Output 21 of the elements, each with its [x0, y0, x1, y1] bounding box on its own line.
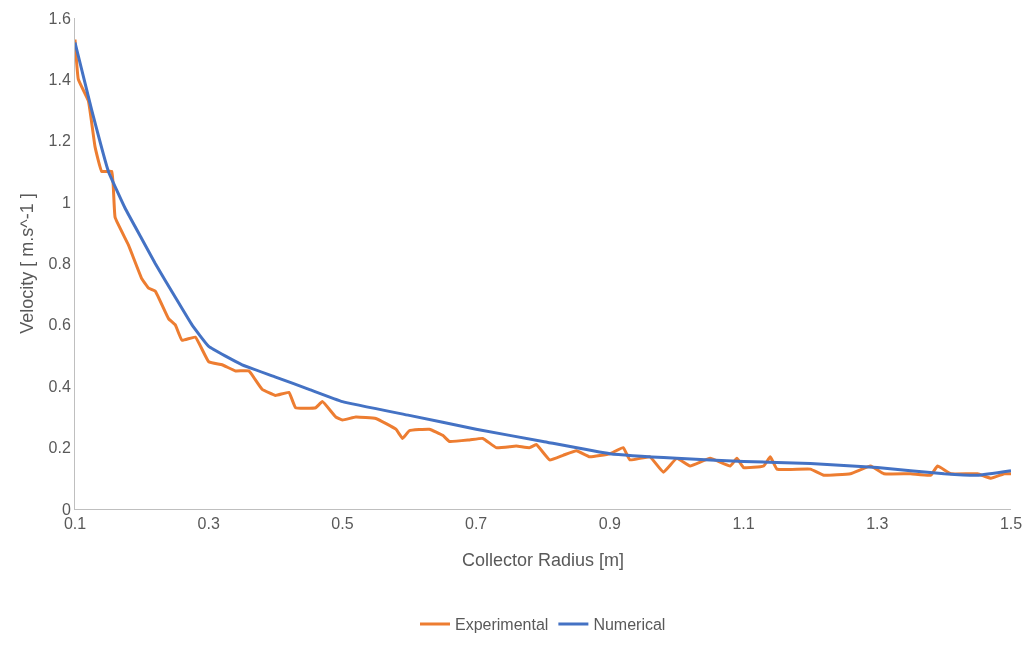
- x-tick-label: 0.3: [197, 515, 220, 533]
- x-tick-label: 0.7: [465, 515, 488, 533]
- x-tick-label: 1.3: [866, 515, 889, 533]
- y-tick-label: 1: [61, 193, 71, 211]
- y-tick-label: 1.6: [48, 9, 71, 27]
- y-axis-title: Velocity [ m.s^-1 ]: [16, 193, 37, 334]
- y-tick-label: 0.4: [48, 377, 71, 395]
- y-tick-label: 1.2: [48, 132, 71, 150]
- y-tick-label: 0.6: [48, 316, 71, 334]
- legend-label: Numerical: [593, 616, 666, 634]
- y-tick-label: 0.8: [48, 255, 71, 273]
- y-tick-label: 0.2: [48, 439, 71, 457]
- x-tick-label: 0.9: [598, 515, 622, 533]
- x-tick-label: 1.1: [732, 515, 755, 533]
- x-tick-label: 1.5: [999, 515, 1023, 533]
- x-axis-title: Collector Radius [m]: [461, 550, 625, 571]
- y-tick-label: 1.4: [48, 70, 71, 88]
- legend-label: Experimental: [455, 616, 549, 634]
- x-tick-label: 0.5: [331, 515, 354, 533]
- x-tick-label: 0.1: [63, 515, 87, 533]
- y-tick-label: 0: [61, 500, 71, 518]
